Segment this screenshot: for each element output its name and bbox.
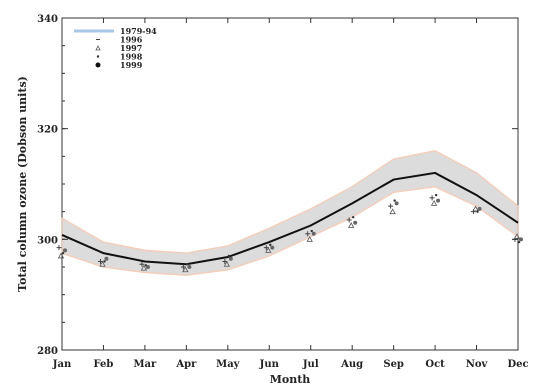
point-1998-Jul: [310, 229, 313, 233]
x-axis-title: Month: [270, 373, 311, 386]
point-1997-Jun: [265, 247, 272, 253]
point-1999-Aug: [353, 220, 358, 225]
point-1996-Jun: [263, 245, 269, 251]
point-1999-Dec: [519, 237, 523, 242]
y-tick-label-320: 320: [37, 125, 58, 136]
point-1998-Sep: [393, 199, 396, 202]
point-1997-May: [223, 260, 230, 267]
point-1997-Aug: [348, 222, 355, 228]
point-1998-Nov: [476, 210, 479, 213]
y-axis-title: Total column ozone (Dobson units): [16, 76, 29, 292]
legend-swatch-1999: [95, 62, 101, 68]
point-1998-Jun: [269, 243, 272, 247]
point-1997-Apr: [182, 266, 189, 273]
x-tick-label-Jan: Jan: [52, 359, 72, 370]
point-1999-May: [228, 256, 233, 261]
point-1998-May: [227, 254, 231, 258]
y-tick-layer: 280 300 320 340: [37, 14, 518, 357]
point-1999-Oct: [436, 198, 441, 203]
point-1996-Jul: [305, 231, 311, 237]
y-tick-label-300: 300: [37, 235, 58, 246]
point-1999-Nov: [477, 206, 482, 211]
point-1999-Mar: [145, 265, 150, 269]
point-1999-Jul: [311, 231, 316, 236]
point-1999-Apr: [187, 265, 192, 269]
legend-label-1979-94: 1979-94: [120, 26, 157, 36]
legend-swatch-1998: [96, 55, 100, 58]
point-1996-May: [222, 258, 228, 264]
legend-label-1997: 1997: [120, 43, 142, 53]
point-1998-Oct: [434, 193, 438, 197]
point-1997-Nov: [472, 205, 479, 212]
point-1997-Sep: [389, 208, 396, 215]
x-tick-label-Apr: Apr: [175, 359, 197, 370]
point-1996-Mar: [139, 261, 145, 267]
x-tick-label-Mar: Mar: [133, 359, 157, 370]
point-1998-Aug: [351, 216, 355, 219]
legend-swatch-1997: [95, 45, 101, 51]
point-1997-Jan: [57, 252, 65, 259]
point-1996-Apr: [180, 264, 186, 270]
x-tick-layer: Jan Feb Mar Apr May Jun Jul Aug Sep Oct Nov Dec: [52, 18, 529, 370]
marker-layer: [56, 193, 523, 273]
point-1997-Jul: [306, 236, 313, 242]
point-1997-Feb: [99, 260, 106, 267]
x-tick-label-Aug: Aug: [340, 359, 363, 370]
legend-label-1998: 1998: [120, 52, 143, 62]
point-1996-Aug: [346, 217, 352, 223]
x-tick-label-Sep: Sep: [383, 359, 404, 370]
point-1998-Feb: [103, 260, 106, 263]
x-tick-label-Jun: Jun: [259, 359, 280, 370]
y-tick-label-340: 340: [37, 14, 58, 25]
point-1999-Sep: [394, 201, 399, 206]
point-1997-Oct: [430, 200, 438, 206]
point-1999-Feb: [104, 256, 109, 261]
point-1997-Dec: [513, 233, 521, 239]
point-1996-Feb: [97, 258, 103, 264]
point-1997-Mar: [140, 264, 148, 271]
mean-layer: [61, 171, 519, 266]
x-tick-label-Dec: Dec: [507, 359, 528, 370]
variability-band: [61, 150, 519, 277]
legend-label-1996: 1996: [120, 35, 143, 45]
point-1996-Sep: [388, 203, 394, 209]
point-1998-Dec: [517, 240, 521, 244]
point-1996-Oct: [429, 195, 435, 201]
point-1998-Apr: [186, 263, 189, 266]
y-tick-label-280: 280: [37, 346, 58, 357]
band-layer: [61, 150, 519, 277]
point-1999-Jan: [63, 248, 67, 253]
point-1996-Jan: [56, 245, 62, 251]
x-tick-label-Feb: Feb: [93, 359, 113, 370]
legend-label-1999: 1999: [120, 60, 143, 70]
x-tick-label-May: May: [216, 359, 241, 370]
mean-line: [61, 171, 519, 266]
x-tick-label-Nov: Nov: [466, 359, 489, 370]
x-tick-label-Jul: Jul: [302, 359, 319, 370]
x-tick-label-Oct: Oct: [425, 359, 445, 370]
point-1998-Jan: [61, 251, 65, 255]
point-1999-Jun: [270, 245, 275, 250]
